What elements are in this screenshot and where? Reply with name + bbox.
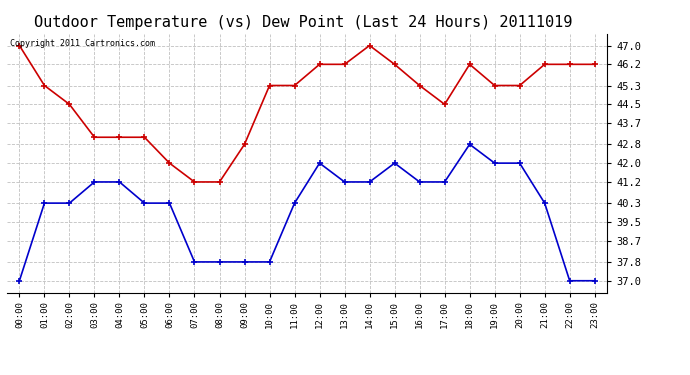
Text: Copyright 2011 Cartronics.com: Copyright 2011 Cartronics.com <box>10 39 155 48</box>
Text: Outdoor Temperature (vs) Dew Point (Last 24 Hours) 20111019: Outdoor Temperature (vs) Dew Point (Last… <box>34 15 573 30</box>
